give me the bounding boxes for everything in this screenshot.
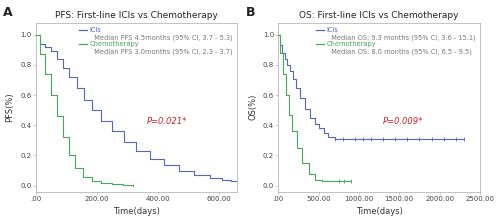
Text: B: B	[246, 6, 256, 19]
Y-axis label: OS(%): OS(%)	[248, 94, 258, 120]
Text: A: A	[4, 6, 13, 19]
X-axis label: Time(days): Time(days)	[113, 207, 160, 216]
Y-axis label: PFS(%): PFS(%)	[6, 92, 15, 122]
X-axis label: Time(days): Time(days)	[356, 207, 403, 216]
Title: OS: First-line ICIs vs Chemotherapy: OS: First-line ICIs vs Chemotherapy	[300, 12, 459, 20]
Legend: ICIs,   Median PFS 4.5months (95% CI, 3.7 - 5.3), Chemotherapy,   Median PFS 3.0: ICIs, Median PFS 4.5months (95% CI, 3.7 …	[78, 26, 234, 56]
Title: PFS: First-line ICIs vs Chemotherapy: PFS: First-line ICIs vs Chemotherapy	[55, 12, 218, 20]
Legend: ICIs,   Median OS: 9.3 months (95% CI, 3.6 - 15.1), Chemotherapy,   Median OS: 8: ICIs, Median OS: 9.3 months (95% CI, 3.6…	[314, 26, 476, 56]
Text: P=0.021*: P=0.021*	[146, 117, 187, 126]
Text: P=0.009*: P=0.009*	[383, 117, 424, 126]
